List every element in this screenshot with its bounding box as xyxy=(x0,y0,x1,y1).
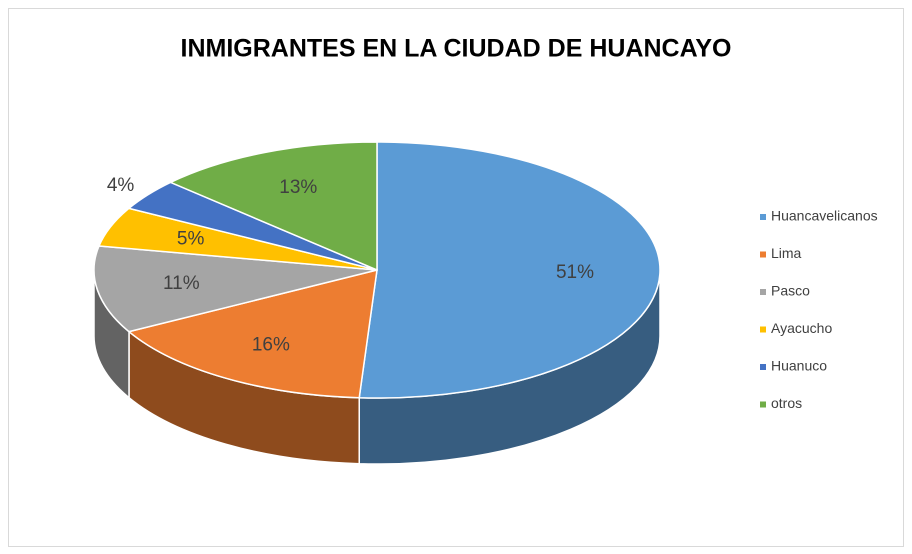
slice xyxy=(93,245,378,333)
legend-marker xyxy=(760,289,766,295)
chart-title: INMIGRANTES EN LA CIUDAD DE HUANCAYO xyxy=(181,35,732,63)
legend-marker xyxy=(760,364,766,370)
legend-label: Pasco xyxy=(771,283,810,299)
legend-marker xyxy=(760,401,766,408)
legend-label: Ayacucho xyxy=(771,320,832,336)
slice xyxy=(358,141,661,399)
legend-marker xyxy=(760,214,766,220)
legend-marker xyxy=(760,251,766,258)
data-label: 5% xyxy=(177,229,205,250)
legend-label: Lima xyxy=(771,245,802,261)
data-label: 51% xyxy=(556,262,594,283)
data-label: 16% xyxy=(252,335,290,356)
slice xyxy=(127,269,378,399)
data-label: 13% xyxy=(279,177,317,198)
data-label: 4% xyxy=(107,175,135,196)
slice xyxy=(168,141,378,272)
legend-label: otros xyxy=(771,395,802,411)
data-label: 11% xyxy=(163,273,200,294)
legend-label: Huancavelicanos xyxy=(771,208,878,224)
legend-label: Huanuco xyxy=(771,358,827,374)
legend-marker xyxy=(760,326,766,333)
